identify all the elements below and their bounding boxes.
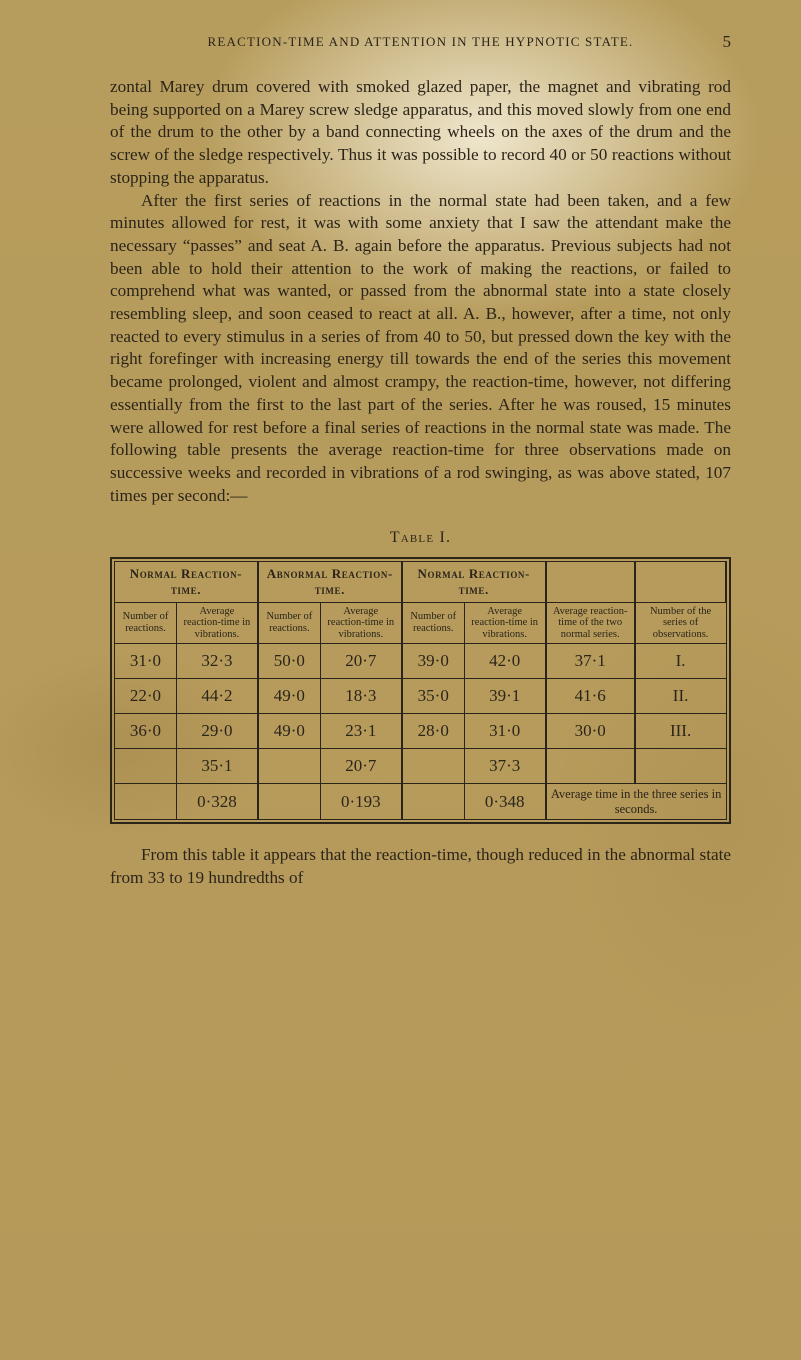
grp-normal-2: Normal Reaction-time. [402,562,546,602]
table-row: 36·0 29·0 49·0 23·1 28·0 31·0 30·0 III. [115,714,727,749]
cell: 35·0 [402,679,464,714]
tail-text: From this table it appears that the reac… [110,844,731,889]
cell [402,784,464,820]
sh-5: Average reaction-time in vibrations. [464,602,545,644]
sh-0: Number of reactions. [115,602,177,644]
cell: 32·3 [176,644,257,679]
cell: III. [635,714,726,749]
cell: 39·1 [464,679,545,714]
cell [258,749,320,784]
grp-abnormal: Abnormal Reaction-time. [258,562,402,602]
cell: 30·0 [546,714,635,749]
cell: 49·0 [258,679,320,714]
running-head: REACTION-TIME AND ATTENTION IN THE HYPNO… [110,34,731,50]
cell [635,749,726,784]
cell: 31·0 [115,644,177,679]
data-table: Normal Reaction-time. Abnormal Reaction-… [114,561,727,820]
sh-1: Average reaction-time in vibrations. [176,602,257,644]
sh-2: Number of reactions. [258,602,320,644]
cell: 50·0 [258,644,320,679]
cell: 29·0 [176,714,257,749]
cell: 35·1 [176,749,257,784]
cell: I. [635,644,726,679]
grp-avg [546,562,635,602]
table-row: 35·1 20·7 37·3 [115,749,727,784]
page-number: 5 [723,32,732,52]
running-title: REACTION-TIME AND ATTENTION IN THE HYPNO… [208,34,634,49]
cell: 20·7 [320,749,401,784]
sh-7: Number of the series of observations. [635,602,726,644]
cell: 42·0 [464,644,545,679]
sh-4: Number of reactions. [402,602,464,644]
grp-normal-1: Normal Reaction-time. [115,562,258,602]
sh-6: Average reaction-time of the two normal … [546,602,635,644]
body-text: zontal Marey drum covered with smoked gl… [110,76,731,507]
para-1: zontal Marey drum covered with smoked gl… [110,76,731,190]
table-row: 22·0 44·2 49·0 18·3 35·0 39·1 41·6 II. [115,679,727,714]
cell: 0·348 [464,784,545,820]
grp-obs [635,562,726,602]
cell [115,749,177,784]
cell: II. [635,679,726,714]
table-sub-header-row: Number of reactions. Average reaction-ti… [115,602,727,644]
cell: 22·0 [115,679,177,714]
table-wrap: Normal Reaction-time. Abnormal Reaction-… [110,557,731,824]
cell-footnote: Average time in the three series in seco… [546,784,726,820]
cell: 39·0 [402,644,464,679]
table-caption: Table I. [110,529,731,547]
cell [258,784,320,820]
cell [402,749,464,784]
sh-3: Average reaction-time in vibrations. [320,602,401,644]
table-group-header-row: Normal Reaction-time. Abnormal Reaction-… [115,562,727,602]
cell: 37·3 [464,749,545,784]
cell [115,784,177,820]
cell: 0·193 [320,784,401,820]
cell: 0·328 [176,784,257,820]
cell: 23·1 [320,714,401,749]
cell: 41·6 [546,679,635,714]
cell: 49·0 [258,714,320,749]
cell: 28·0 [402,714,464,749]
table-row: 0·328 0·193 0·348 Average time in the th… [115,784,727,820]
para-2: After the first series of reactions in t… [110,190,731,508]
tail-para: From this table it appears that the reac… [110,844,731,889]
cell: 20·7 [320,644,401,679]
cell: 31·0 [464,714,545,749]
cell: 18·3 [320,679,401,714]
cell: 36·0 [115,714,177,749]
table-row: 31·0 32·3 50·0 20·7 39·0 42·0 37·1 I. [115,644,727,679]
cell [546,749,635,784]
cell: 37·1 [546,644,635,679]
cell: 44·2 [176,679,257,714]
